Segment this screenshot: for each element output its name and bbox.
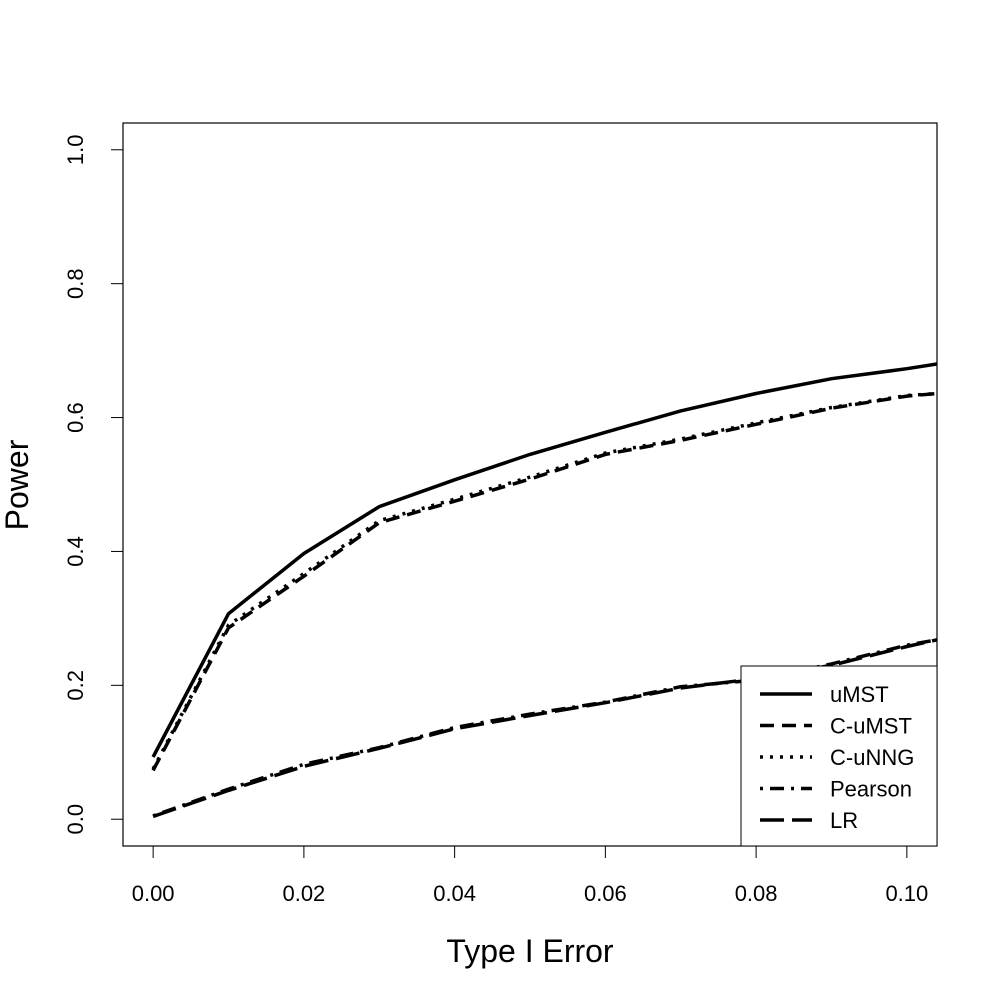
y-tick-label: 0.6 (63, 402, 88, 433)
y-tick-label: 1.0 (63, 134, 88, 165)
series-line-lr (152, 638, 937, 819)
y-tick-label: 0.4 (63, 536, 88, 567)
y-tick-label: 0.0 (63, 804, 88, 835)
x-tick-label: 0.02 (282, 881, 325, 906)
y-axis: 0.0 0.2 0.4 0.6 0.8 1.0 (63, 134, 124, 835)
legend-label: C-uNNG (830, 745, 914, 770)
series-line-pearson (152, 638, 937, 818)
legend-box (740, 665, 938, 847)
legend-label: Pearson (830, 777, 912, 802)
legend-label: C-uMST (830, 714, 912, 739)
x-tick-label: 0.00 (132, 881, 175, 906)
legend-label: LR (830, 808, 858, 833)
series-line-c-unng (151, 391, 937, 770)
series-line-umst (151, 362, 937, 758)
legend-label: uMST (830, 682, 889, 707)
legend: uMST C-uMST C-uNNG Pearson LR (740, 665, 938, 847)
x-axis-title: Type I Error (446, 933, 614, 969)
x-tick-label: 0.08 (735, 881, 778, 906)
y-axis-title: Power (0, 439, 35, 530)
x-tick-label: 0.10 (885, 881, 928, 906)
x-tick-label: 0.06 (584, 881, 627, 906)
series-layer (151, 362, 937, 819)
x-axis: 0.00 0.02 0.04 0.06 0.08 0.10 (132, 845, 928, 906)
y-tick-label: 0.8 (63, 268, 88, 299)
y-tick-label: 0.2 (63, 670, 88, 701)
x-tick-label: 0.04 (433, 881, 476, 906)
